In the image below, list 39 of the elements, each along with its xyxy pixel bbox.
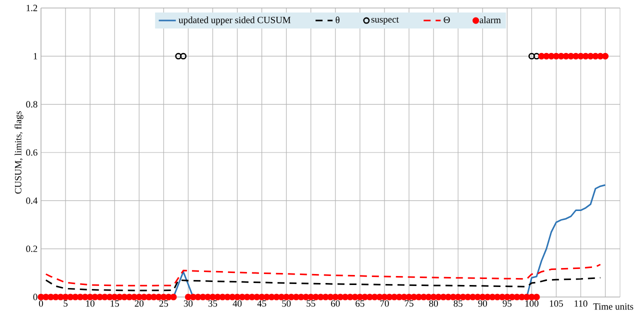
y-tick-label: 1.2 xyxy=(26,4,38,12)
x-tick-label: 85 xyxy=(454,300,462,307)
y-tick-label: 0.8 xyxy=(26,101,38,108)
x-tick-label: 35 xyxy=(208,300,218,307)
y-tick-label: 0 xyxy=(33,294,38,300)
x-tick-label: 95 xyxy=(502,300,512,307)
x-tick-label: 5 xyxy=(64,300,68,307)
y-tick-label: 0.4 xyxy=(26,197,38,204)
legend-label: Θ xyxy=(444,16,450,24)
x-tick-label: 100 xyxy=(525,300,538,307)
x-tick-label: 65 xyxy=(356,300,364,307)
legend-label: updated upper sided CUSUM xyxy=(178,16,291,26)
y-tick-label: 1 xyxy=(34,53,38,60)
x-axis-title: Time units xyxy=(593,303,634,310)
x-tick-label: 70 xyxy=(380,300,389,307)
x-tick-label: 105 xyxy=(550,300,563,307)
x-tick-label: 20 xyxy=(134,300,144,307)
y-axis-title: CUSUM, limits, flags xyxy=(14,111,24,194)
x-tick-label: 0 xyxy=(38,300,44,307)
y-tick-label: 0.2 xyxy=(26,246,38,252)
y-tick-label: 0.6 xyxy=(26,149,38,156)
x-tick-label: 50 xyxy=(282,300,291,307)
legend-label: alarm xyxy=(480,16,501,24)
x-tick-label: 10 xyxy=(86,300,94,307)
x-tick-label: 25 xyxy=(159,300,168,307)
legend-label: suspect xyxy=(371,17,399,25)
x-tick-label: 45 xyxy=(257,300,266,307)
x-tick-label: 15 xyxy=(110,300,119,307)
legend-label: θ xyxy=(336,16,340,24)
x-tick-label: 110 xyxy=(574,300,588,307)
x-tick-label: 30 xyxy=(184,300,193,307)
x-tick-label: 80 xyxy=(429,300,438,307)
x-tick-label: 90 xyxy=(478,300,487,307)
x-tick-label: 60 xyxy=(331,300,340,307)
x-tick-label: 40 xyxy=(232,300,242,307)
x-tick-label: 55 xyxy=(306,300,316,307)
line-series xyxy=(45,276,602,292)
line-series xyxy=(45,264,602,286)
x-tick-label: 75 xyxy=(404,300,414,307)
